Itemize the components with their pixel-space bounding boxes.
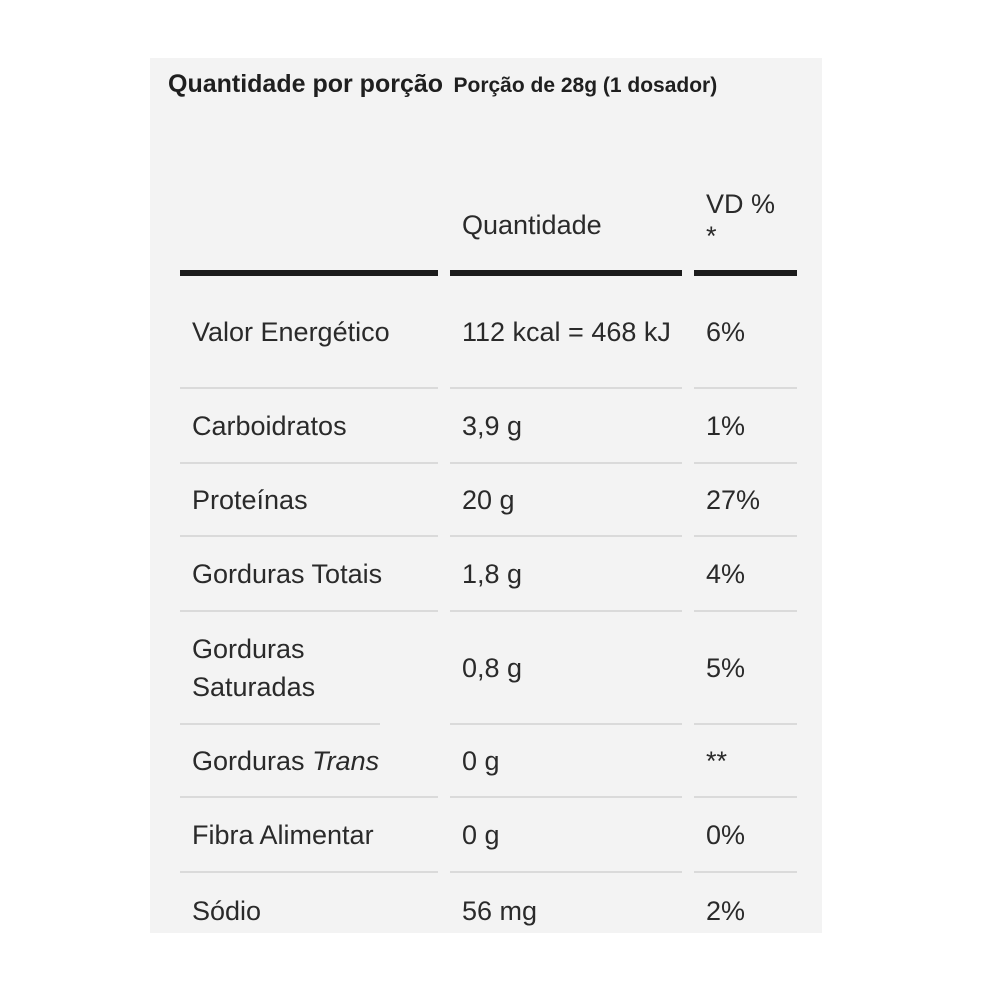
column-header-nutrient xyxy=(180,166,438,276)
nutrient-amount: 0,8 g xyxy=(450,612,682,725)
nutrient-name: Gorduras Totais xyxy=(180,537,438,612)
nutrient-amount: 0 g xyxy=(450,798,682,873)
nutrient-dv: ** xyxy=(694,725,797,798)
nutrient-dv: 5% xyxy=(694,612,797,725)
serving-header: Quantidade por porção Porção de 28g (1 d… xyxy=(168,70,818,99)
nutrient-amount: 3,9 g xyxy=(450,389,682,464)
header-title: Quantidade por porção xyxy=(168,70,444,98)
nutrient-dv: 2% xyxy=(706,895,746,926)
nutrition-facts-panel: Quantidade por porção Porção de 28g (1 d… xyxy=(150,58,822,933)
nutrient-amount: 1,8 g xyxy=(450,537,682,612)
nutrient-dv: 1% xyxy=(694,389,797,464)
nutrient-dv: 4% xyxy=(694,537,797,612)
nutrient-amount: 56 mg xyxy=(462,895,538,926)
nutrient-amount: 20 g xyxy=(450,464,682,537)
nutrient-dv: 0% xyxy=(694,798,797,873)
nutrient-name: Carboidratos xyxy=(180,389,438,464)
nutrient-amount: 112 kcal = 468 kJ xyxy=(450,276,682,389)
nutrient-name: Valor Energético xyxy=(180,276,438,389)
nutrient-amount: 0 g xyxy=(450,725,682,798)
nutrient-dv: 6% xyxy=(694,276,797,389)
daily-value-header-text: VD % * xyxy=(706,189,776,251)
nutrient-name: Sódio xyxy=(192,895,262,926)
nutrient-name: Gorduras Saturadas xyxy=(180,612,380,725)
nutrition-table: Quantidade VD % * Valor Energético 112 k… xyxy=(180,166,797,948)
column-header-daily-value: VD % * xyxy=(694,166,797,276)
nutrient-name: Proteínas xyxy=(180,464,438,537)
nutrient-dv: 27% xyxy=(694,464,797,537)
nutrient-name: Fibra Alimentar xyxy=(180,798,438,873)
nutrient-name-regular: Gorduras xyxy=(192,745,305,776)
nutrient-name: Gorduras Trans xyxy=(180,725,438,798)
nutrient-name-italic: Trans xyxy=(312,745,380,776)
column-header-amount: Quantidade xyxy=(450,166,682,276)
serving-size: Porção de 28g (1 dosador) xyxy=(453,74,718,97)
